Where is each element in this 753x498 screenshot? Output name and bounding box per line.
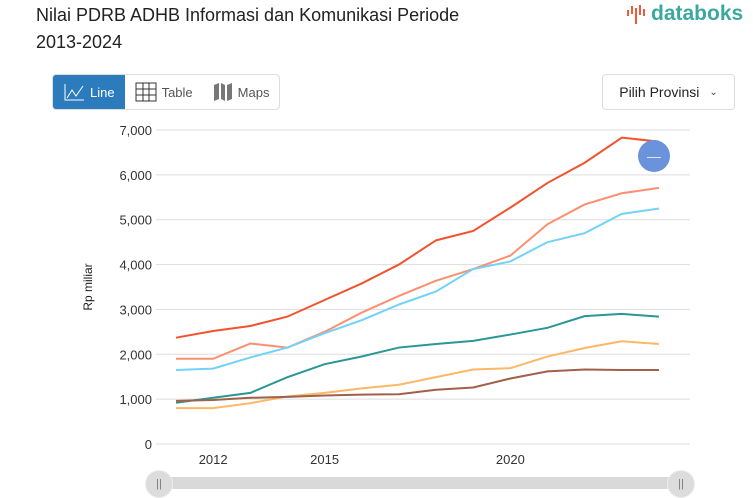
x-tick-label: 2012 xyxy=(199,452,228,467)
slider-handle-left[interactable]: || xyxy=(145,470,173,498)
y-tick-label: 2,000 xyxy=(119,347,152,362)
y-tick-label: 6,000 xyxy=(119,168,152,183)
minus-icon: — xyxy=(647,148,661,164)
series-line-4 xyxy=(175,312,660,404)
chart-title: Nilai PDRB ADHB Informasi dan Komunikasi… xyxy=(36,5,460,52)
series-line-2 xyxy=(176,186,660,360)
y-tick-label: 4,000 xyxy=(119,258,152,273)
tab-table[interactable]: Table xyxy=(125,75,203,109)
line-chart: 0 1,000 2,000 3,000 4,000 5,000 6,000 7,000 2012… xyxy=(81,123,690,467)
slider-handle-right[interactable]: || xyxy=(667,470,695,498)
line-chart-icon xyxy=(64,84,84,101)
slider-track[interactable] xyxy=(157,477,683,489)
tab-line[interactable]: Line xyxy=(53,75,125,109)
series-line-3 xyxy=(175,207,660,371)
map-icon xyxy=(213,83,232,101)
databoks-logo: databoks xyxy=(626,2,743,26)
x-tick-label: 2015 xyxy=(310,452,339,467)
range-slider[interactable]: || || xyxy=(145,470,695,498)
chevron-down-icon: ⌄ xyxy=(709,86,718,98)
view-tabs: Line Table Maps xyxy=(52,74,281,110)
series-line-1 xyxy=(175,136,660,339)
y-tick-label: 3,000 xyxy=(119,302,152,317)
y-tick-label: 1,000 xyxy=(119,392,152,407)
table-grid-icon xyxy=(135,82,157,102)
y-axis-label: Rp miliar xyxy=(81,263,95,310)
minus-button[interactable]: — xyxy=(638,140,670,172)
logo-bars-icon xyxy=(627,5,645,24)
tab-maps[interactable]: Maps xyxy=(203,75,280,109)
y-tick-label: 7,000 xyxy=(119,123,152,138)
province-select[interactable]: Pilih Provinsi ⌄ xyxy=(602,74,735,110)
tab-line-label: Line xyxy=(90,84,115,100)
province-select-label: Pilih Provinsi xyxy=(619,84,700,100)
y-tick-label: 5,000 xyxy=(119,213,152,228)
series-line-6 xyxy=(175,368,659,402)
x-tick-label: 2020 xyxy=(496,452,525,467)
logo-text: databoks xyxy=(651,2,744,25)
tab-maps-label: Maps xyxy=(237,84,270,100)
tab-table-label: Table xyxy=(161,84,193,100)
series-line-5 xyxy=(176,340,660,410)
y-tick-label: 0 xyxy=(145,437,152,452)
